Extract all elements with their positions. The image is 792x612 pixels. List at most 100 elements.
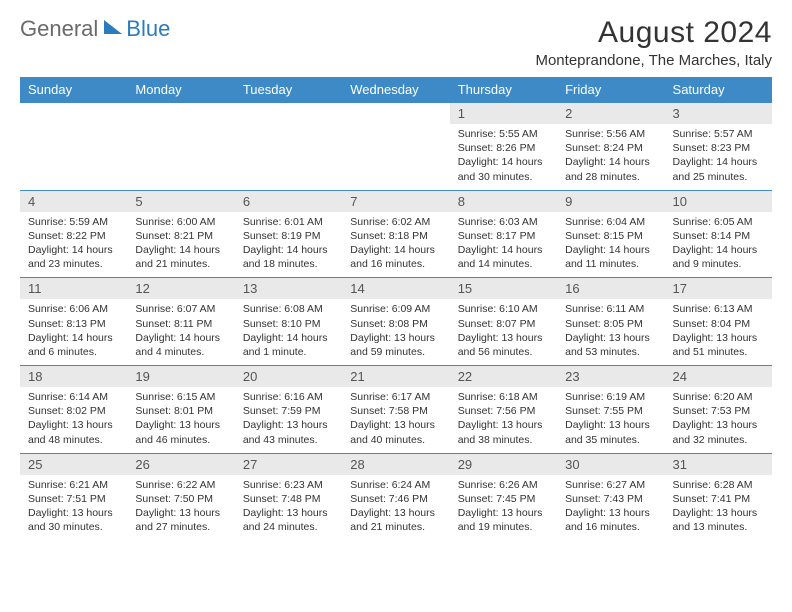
sunset-text: Sunset: 7:56 PM bbox=[458, 404, 549, 418]
daylight-text-2: and 28 minutes. bbox=[565, 170, 656, 184]
location: Monteprandone, The Marches, Italy bbox=[535, 52, 772, 69]
sunset-text: Sunset: 7:45 PM bbox=[458, 492, 549, 506]
daynum-row: 18192021222324 bbox=[20, 366, 772, 388]
day-number-cell: 24 bbox=[665, 366, 772, 388]
day-content-cell: Sunrise: 6:20 AMSunset: 7:53 PMDaylight:… bbox=[665, 387, 772, 453]
daylight-text-2: and 16 minutes. bbox=[565, 520, 656, 534]
daynum-row: 123 bbox=[20, 103, 772, 125]
daylight-text-2: and 35 minutes. bbox=[565, 433, 656, 447]
day-number-cell: 9 bbox=[557, 190, 664, 212]
day-number-cell: 4 bbox=[20, 190, 127, 212]
day-number-cell: 10 bbox=[665, 190, 772, 212]
weekday-header: Monday bbox=[127, 77, 234, 103]
daylight-text-1: Daylight: 13 hours bbox=[565, 418, 656, 432]
day-content-row: Sunrise: 6:14 AMSunset: 8:02 PMDaylight:… bbox=[20, 387, 772, 453]
sunset-text: Sunset: 7:46 PM bbox=[350, 492, 441, 506]
weekday-header: Tuesday bbox=[235, 77, 342, 103]
sunrise-text: Sunrise: 6:13 AM bbox=[673, 302, 764, 316]
daynum-row: 25262728293031 bbox=[20, 453, 772, 475]
sunrise-text: Sunrise: 6:06 AM bbox=[28, 302, 119, 316]
day-content-cell bbox=[127, 124, 234, 190]
sunrise-text: Sunrise: 6:00 AM bbox=[135, 215, 226, 229]
day-number-cell: 1 bbox=[450, 103, 557, 125]
day-content-cell: Sunrise: 6:10 AMSunset: 8:07 PMDaylight:… bbox=[450, 299, 557, 365]
day-content-cell: Sunrise: 6:28 AMSunset: 7:41 PMDaylight:… bbox=[665, 475, 772, 541]
daylight-text-1: Daylight: 13 hours bbox=[673, 506, 764, 520]
sunset-text: Sunset: 8:18 PM bbox=[350, 229, 441, 243]
day-number-cell: 29 bbox=[450, 453, 557, 475]
daylight-text-1: Daylight: 13 hours bbox=[243, 418, 334, 432]
daylight-text-2: and 30 minutes. bbox=[458, 170, 549, 184]
sunset-text: Sunset: 8:15 PM bbox=[565, 229, 656, 243]
day-content-cell: Sunrise: 6:08 AMSunset: 8:10 PMDaylight:… bbox=[235, 299, 342, 365]
daylight-text-2: and 24 minutes. bbox=[243, 520, 334, 534]
daylight-text-1: Daylight: 13 hours bbox=[135, 418, 226, 432]
day-number-cell: 19 bbox=[127, 366, 234, 388]
daylight-text-1: Daylight: 14 hours bbox=[458, 155, 549, 169]
daylight-text-1: Daylight: 14 hours bbox=[243, 243, 334, 257]
sunset-text: Sunset: 7:41 PM bbox=[673, 492, 764, 506]
sunset-text: Sunset: 8:08 PM bbox=[350, 317, 441, 331]
daylight-text-1: Daylight: 13 hours bbox=[458, 418, 549, 432]
sunrise-text: Sunrise: 6:02 AM bbox=[350, 215, 441, 229]
sunrise-text: Sunrise: 6:08 AM bbox=[243, 302, 334, 316]
sunrise-text: Sunrise: 6:24 AM bbox=[350, 478, 441, 492]
title-block: August 2024 Monteprandone, The Marches, … bbox=[535, 16, 772, 69]
daylight-text-1: Daylight: 13 hours bbox=[135, 506, 226, 520]
day-content-row: Sunrise: 6:21 AMSunset: 7:51 PMDaylight:… bbox=[20, 475, 772, 541]
day-number-cell: 26 bbox=[127, 453, 234, 475]
day-number-cell: 8 bbox=[450, 190, 557, 212]
daylight-text-1: Daylight: 13 hours bbox=[458, 331, 549, 345]
sunrise-text: Sunrise: 5:59 AM bbox=[28, 215, 119, 229]
daylight-text-2: and 19 minutes. bbox=[458, 520, 549, 534]
daylight-text-2: and 30 minutes. bbox=[28, 520, 119, 534]
sunset-text: Sunset: 7:55 PM bbox=[565, 404, 656, 418]
weekday-header: Friday bbox=[557, 77, 664, 103]
day-number-cell: 7 bbox=[342, 190, 449, 212]
day-content-cell: Sunrise: 6:07 AMSunset: 8:11 PMDaylight:… bbox=[127, 299, 234, 365]
daylight-text-1: Daylight: 14 hours bbox=[673, 243, 764, 257]
day-content-cell: Sunrise: 6:21 AMSunset: 7:51 PMDaylight:… bbox=[20, 475, 127, 541]
sunrise-text: Sunrise: 5:57 AM bbox=[673, 127, 764, 141]
sunset-text: Sunset: 8:04 PM bbox=[673, 317, 764, 331]
daylight-text-2: and 13 minutes. bbox=[673, 520, 764, 534]
sunrise-text: Sunrise: 6:23 AM bbox=[243, 478, 334, 492]
day-content-cell: Sunrise: 6:00 AMSunset: 8:21 PMDaylight:… bbox=[127, 212, 234, 278]
daylight-text-1: Daylight: 13 hours bbox=[28, 506, 119, 520]
daylight-text-2: and 21 minutes. bbox=[135, 257, 226, 271]
sunrise-text: Sunrise: 6:18 AM bbox=[458, 390, 549, 404]
sunset-text: Sunset: 8:24 PM bbox=[565, 141, 656, 155]
daylight-text-2: and 16 minutes. bbox=[350, 257, 441, 271]
sunset-text: Sunset: 8:05 PM bbox=[565, 317, 656, 331]
daylight-text-2: and 53 minutes. bbox=[565, 345, 656, 359]
sunset-text: Sunset: 8:02 PM bbox=[28, 404, 119, 418]
day-number-cell: 21 bbox=[342, 366, 449, 388]
sunrise-text: Sunrise: 6:11 AM bbox=[565, 302, 656, 316]
logo-text-general: General bbox=[20, 16, 98, 42]
sunset-text: Sunset: 7:51 PM bbox=[28, 492, 119, 506]
sunset-text: Sunset: 8:13 PM bbox=[28, 317, 119, 331]
sunrise-text: Sunrise: 6:16 AM bbox=[243, 390, 334, 404]
daylight-text-2: and 40 minutes. bbox=[350, 433, 441, 447]
day-content-cell: Sunrise: 6:18 AMSunset: 7:56 PMDaylight:… bbox=[450, 387, 557, 453]
day-number-cell: 14 bbox=[342, 278, 449, 300]
daylight-text-2: and 38 minutes. bbox=[458, 433, 549, 447]
day-content-cell: Sunrise: 5:57 AMSunset: 8:23 PMDaylight:… bbox=[665, 124, 772, 190]
day-content-cell: Sunrise: 6:23 AMSunset: 7:48 PMDaylight:… bbox=[235, 475, 342, 541]
weekday-header: Thursday bbox=[450, 77, 557, 103]
day-number-cell bbox=[20, 103, 127, 125]
sunset-text: Sunset: 8:01 PM bbox=[135, 404, 226, 418]
day-number-cell: 20 bbox=[235, 366, 342, 388]
day-content-cell: Sunrise: 6:17 AMSunset: 7:58 PMDaylight:… bbox=[342, 387, 449, 453]
sunset-text: Sunset: 8:23 PM bbox=[673, 141, 764, 155]
daylight-text-1: Daylight: 14 hours bbox=[458, 243, 549, 257]
sunrise-text: Sunrise: 6:22 AM bbox=[135, 478, 226, 492]
daylight-text-2: and 1 minute. bbox=[243, 345, 334, 359]
daylight-text-2: and 46 minutes. bbox=[135, 433, 226, 447]
day-content-cell: Sunrise: 6:16 AMSunset: 7:59 PMDaylight:… bbox=[235, 387, 342, 453]
day-number-cell: 18 bbox=[20, 366, 127, 388]
daylight-text-1: Daylight: 13 hours bbox=[350, 331, 441, 345]
sunrise-text: Sunrise: 6:07 AM bbox=[135, 302, 226, 316]
daylight-text-2: and 4 minutes. bbox=[135, 345, 226, 359]
daylight-text-2: and 18 minutes. bbox=[243, 257, 334, 271]
